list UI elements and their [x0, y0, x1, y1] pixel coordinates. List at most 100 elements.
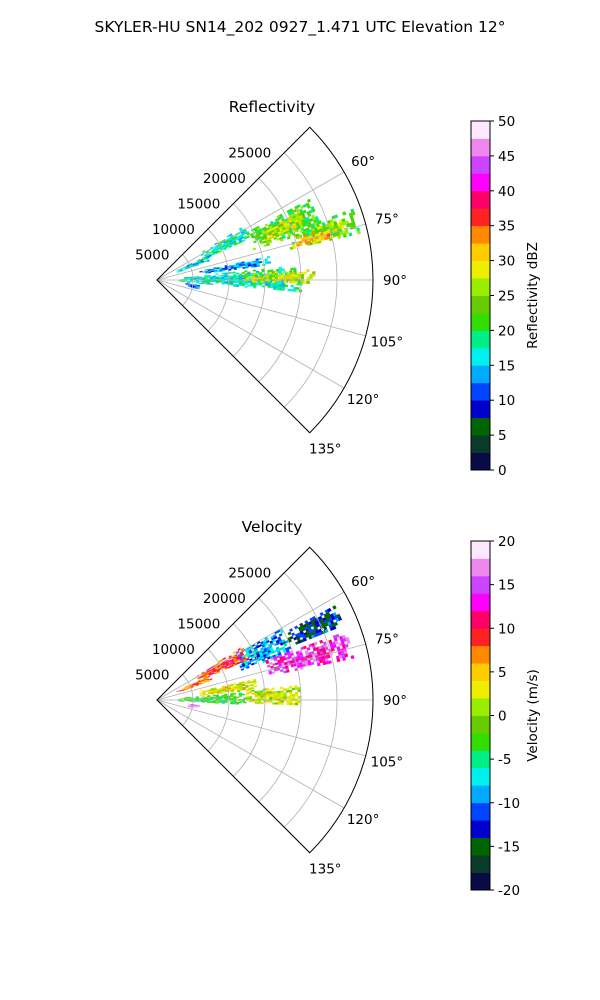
echo-cell [269, 696, 273, 699]
echo-cell [224, 701, 228, 703]
range-tick-label: 15000 [177, 617, 220, 633]
echo-cell [297, 276, 302, 280]
echo-cell [307, 240, 312, 245]
echo-cell [201, 682, 205, 685]
echo-region [176, 254, 212, 273]
echo-cell [251, 276, 256, 278]
echo-cell [202, 271, 206, 273]
echo-cell [250, 680, 254, 684]
echo-cell [257, 277, 261, 280]
echo-cell [241, 239, 246, 243]
echo-cell [290, 288, 294, 292]
colorbar-label: Reflectivity dBZ [525, 242, 541, 349]
echo-cell [268, 240, 273, 244]
echo-cell [241, 264, 246, 267]
echo-cell [235, 285, 240, 288]
echo-cell [274, 690, 278, 694]
echo-cell [283, 270, 287, 274]
echo-cell [286, 276, 290, 280]
velocity-axis-labels: 500010000150002000025000Meters60°75°90°1… [135, 566, 407, 878]
echo-cell [286, 690, 290, 693]
echo-cell [289, 692, 293, 695]
echo-cell [274, 702, 279, 705]
echo-cell [271, 273, 276, 276]
echo-cell [269, 275, 273, 278]
echo-cell [328, 660, 332, 664]
echo-cell [236, 690, 241, 693]
echo-cell [291, 687, 296, 691]
echo-cell [277, 690, 281, 694]
echo-cell [243, 276, 247, 279]
colorbar-swatch [471, 155, 490, 174]
echo-cell [242, 688, 246, 691]
echo-cell [195, 276, 199, 278]
echo-cell [192, 701, 197, 703]
echo-cell [233, 268, 238, 271]
echo-cell [289, 272, 293, 276]
echo-cell [245, 693, 250, 696]
echo-cell [337, 616, 343, 621]
echo-cell [235, 281, 240, 284]
echo-cell [251, 700, 256, 703]
echo-cell [252, 269, 257, 272]
colorbar-tick-label: 5 [498, 428, 507, 444]
echo-cell [348, 232, 353, 237]
echo-cell [311, 208, 316, 213]
echo-cell [292, 694, 296, 697]
echo-cell [210, 701, 214, 704]
echo-cell [238, 284, 243, 286]
echo-cell [232, 683, 237, 686]
echo-cell [269, 277, 273, 280]
echo-cell [260, 702, 264, 705]
echo-cell [258, 260, 263, 264]
echo-cell [187, 700, 191, 702]
echo-cell [245, 266, 249, 269]
echo-cell [248, 688, 252, 692]
echo-cell [269, 700, 273, 703]
echo-cell [268, 662, 273, 666]
echo-cell [241, 684, 246, 687]
echo-region [243, 269, 316, 284]
colorbar-swatch [471, 243, 490, 261]
echo-cell [266, 700, 270, 703]
range-tick-label: 20000 [203, 591, 246, 607]
echo-cell [189, 280, 194, 282]
echo-cell [216, 670, 221, 674]
echo-cell [230, 283, 234, 286]
colorbar-tick-label: 20 [498, 323, 515, 339]
range-tick-label: 20000 [203, 171, 246, 187]
echo-cell [299, 229, 304, 233]
azimuth-tick-label: 135° [309, 861, 342, 877]
echo-cell [286, 274, 290, 278]
echo-cell [238, 701, 243, 704]
echo-cell [215, 700, 220, 702]
range-tick-label: 10000 [152, 642, 195, 658]
echo-cell [292, 272, 296, 275]
colorbar-swatch [471, 347, 490, 366]
echo-cell [302, 645, 307, 650]
echo-cell [254, 274, 258, 277]
echo-cell [266, 243, 270, 247]
echo-cell [286, 696, 290, 699]
echo-cell [221, 283, 225, 285]
echo-cell [246, 235, 251, 239]
echo-cell [292, 696, 296, 699]
echo-region [200, 227, 251, 259]
echo-cell [207, 283, 211, 285]
echo-cell [196, 705, 200, 708]
echo-cell [319, 639, 324, 644]
echo-cell [247, 284, 251, 287]
echo-cell [332, 605, 337, 610]
echo-cell [195, 278, 199, 280]
echo-cell [271, 275, 276, 278]
echo-cell [264, 261, 269, 265]
colorbar-tick-label: 15 [498, 358, 515, 374]
echo-cell [201, 701, 205, 703]
echo-cell [257, 697, 261, 700]
echo-cell [222, 690, 226, 693]
echo-cell [337, 235, 342, 240]
echo-cell [292, 274, 296, 278]
echo-cell [351, 211, 356, 216]
echo-cell [271, 671, 276, 675]
echo-cell [182, 269, 186, 271]
